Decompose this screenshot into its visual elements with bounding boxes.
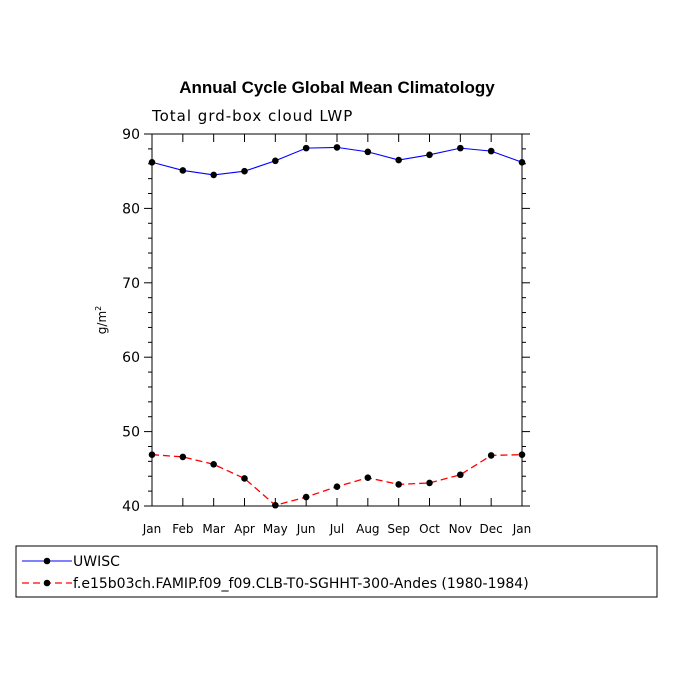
legend-label-uwisc: UWISC <box>73 554 120 570</box>
y-axis-label-base: g/m <box>95 311 109 334</box>
x-tick-label: Jul <box>329 522 344 536</box>
series-1-point <box>426 479 433 487</box>
series-1-point <box>333 483 341 490</box>
y-tick-label: 40 <box>122 499 140 515</box>
y-axis: 40 50 60 70 80 90 <box>122 127 530 515</box>
series-0-point <box>148 158 156 166</box>
series-1-point <box>272 501 279 509</box>
series-0-point <box>395 156 402 164</box>
x-tick-label: Sep <box>387 522 410 536</box>
series-1-point <box>518 451 526 458</box>
series-0-point <box>518 158 526 166</box>
series-1-point <box>302 493 310 501</box>
chart-subtitle: Total grd-box cloud LWP <box>151 107 353 125</box>
y-tick-label: 90 <box>122 127 140 143</box>
plot-frame <box>151 133 523 507</box>
series-1-point <box>210 461 217 468</box>
legend-marker-model <box>43 579 51 587</box>
y-tick-label: 80 <box>122 201 140 217</box>
series-line-0 <box>151 146 523 176</box>
series-1-point <box>487 452 495 459</box>
y-tick-label: 70 <box>122 276 140 292</box>
y-axis-label-superscript: 2 <box>94 306 103 311</box>
x-tick-label: Oct <box>419 522 440 536</box>
series-1-point <box>241 475 248 482</box>
x-tick-label: Nov <box>449 522 472 536</box>
series-0-point <box>457 144 464 152</box>
legend-item-model: f.e15b03ch.FAMIP.f09_f09.CLB-T0-SGHHT-30… <box>22 576 529 592</box>
series-0-point <box>364 148 372 156</box>
x-tick-label: May <box>263 522 288 536</box>
y-axis-label: g/m2 <box>94 306 109 334</box>
series-1-point <box>148 451 156 458</box>
legend-label-model: f.e15b03ch.FAMIP.f09_f09.CLB-T0-SGHHT-30… <box>73 576 529 592</box>
y-tick-label: 60 <box>122 350 140 366</box>
x-tick-label: Jun <box>296 522 316 536</box>
x-tick-label: Jan <box>512 522 532 536</box>
series-0-point <box>272 157 279 165</box>
x-tick-label: Feb <box>172 522 193 536</box>
x-tick-label: Apr <box>234 522 255 536</box>
legend-item-uwisc: UWISC <box>22 554 120 570</box>
series-1-point <box>179 453 187 461</box>
series-0-point <box>487 147 495 155</box>
series-line-1 <box>151 454 523 506</box>
x-tick-label: Mar <box>202 522 225 536</box>
series-0-point <box>210 171 217 179</box>
series-1-point <box>364 474 372 482</box>
x-axis: Jan Feb Mar Apr May Jun Jul Aug Sep Oct Nov Dec Jan <box>142 134 532 536</box>
y-tick-label: 50 <box>122 425 140 441</box>
legend-marker-uwisc <box>43 557 51 565</box>
series-1-point <box>395 481 402 488</box>
series-0-point <box>241 167 248 175</box>
chart-title: Annual Cycle Global Mean Climatology <box>179 78 495 97</box>
x-tick-label: Aug <box>356 522 379 536</box>
series-0-point <box>302 144 310 152</box>
series-0-point <box>333 144 341 151</box>
series-1-point <box>457 471 464 479</box>
series-0-point <box>179 167 187 174</box>
x-tick-label: Jan <box>142 522 162 536</box>
legend-box <box>15 545 658 598</box>
series-group <box>148 144 526 509</box>
series-0-point <box>426 151 433 159</box>
x-tick-label: Dec <box>480 522 503 536</box>
